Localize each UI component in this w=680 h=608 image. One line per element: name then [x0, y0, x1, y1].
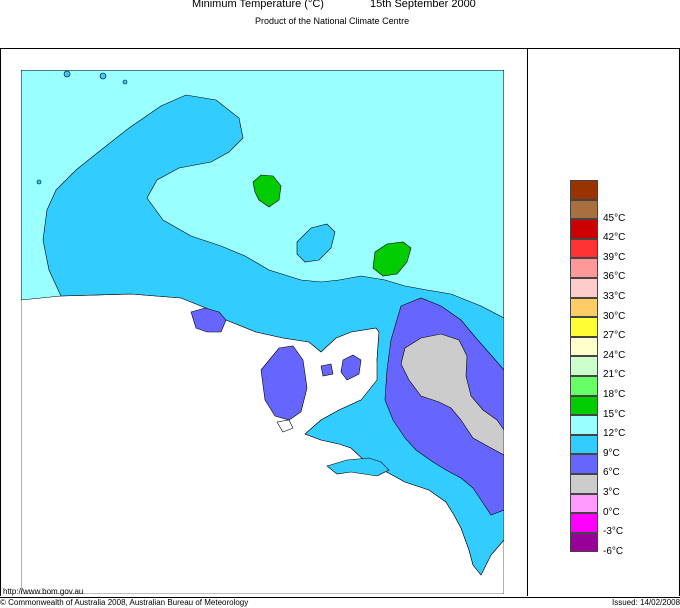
legend-swatch [570, 258, 598, 278]
map-frame [0, 48, 680, 598]
legend-swatch [570, 434, 598, 455]
map-subtitle: Product of the National Climate Centre [255, 16, 410, 26]
footer-copyright: © Commonwealth of Australia 2008, Austra… [0, 598, 249, 607]
temperature-map [21, 70, 504, 594]
region-9 [42, 94, 504, 576]
legend-label: 3°C [603, 487, 620, 498]
legend-label: 0°C [603, 506, 620, 518]
legend-swatch [570, 474, 598, 494]
footer-issued: Issued: 14/02/2008 [612, 598, 680, 607]
islet-4 [36, 179, 42, 185]
legend-label: 27°C [603, 330, 626, 342]
legend-swatch [570, 395, 598, 416]
region-6-peninsula [260, 345, 308, 421]
legend-swatch [570, 493, 598, 514]
legend-label: -6°C [603, 545, 624, 557]
legend-label: 30°C [603, 310, 626, 322]
legend-label: 45°C [603, 212, 626, 224]
legend-label: -3°C [603, 526, 624, 538]
legend-swatch [570, 532, 598, 553]
region-3 [400, 333, 504, 456]
legend-swatch [570, 415, 598, 435]
legend-swatch [570, 454, 598, 474]
legend-swatch [570, 513, 598, 533]
islet-2 [99, 72, 107, 80]
legend-label: 15°C [603, 408, 626, 420]
title-text: Minimum Temperature (°C) [192, 0, 324, 10]
region-6-west [190, 307, 227, 333]
legend-label: 18°C [603, 389, 626, 400]
islet-1 [63, 70, 71, 78]
region-9-lake [296, 223, 336, 263]
legend-label: 12°C [603, 428, 626, 440]
region-6-patch-2 [320, 363, 334, 377]
footer-url: http://www.bom.gov.au [3, 587, 84, 596]
legend-swatch [570, 180, 598, 200]
islet-3 [122, 79, 128, 85]
legend-label: 42°C [603, 232, 626, 244]
frame-left-border [0, 48, 1, 596]
region-15-b [372, 241, 412, 277]
legend-swatch [570, 238, 598, 259]
legend-label: 33°C [603, 291, 626, 302]
legend-swatch [570, 336, 598, 357]
frame-divider [527, 48, 528, 596]
legend-swatch [570, 317, 598, 337]
legend-swatch [570, 356, 598, 376]
legend-swatch [570, 199, 598, 220]
legend-swatch [570, 219, 598, 239]
legend-swatch [570, 376, 598, 396]
island-2 [276, 419, 294, 433]
legend-swatch [570, 297, 598, 318]
legend-label: 39°C [603, 251, 626, 263]
island [326, 457, 390, 477]
legend-swatch [570, 278, 598, 298]
legend-label: 24°C [603, 349, 626, 361]
legend-label: 6°C [603, 467, 620, 479]
legend-label: 21°C [603, 369, 626, 381]
legend-label: 9°C [603, 447, 620, 459]
region-15-a [252, 174, 282, 208]
title-date: 15th September 2000 [370, 0, 476, 10]
legend-label: 36°C [603, 271, 626, 283]
region-6-patch-1 [340, 354, 362, 381]
